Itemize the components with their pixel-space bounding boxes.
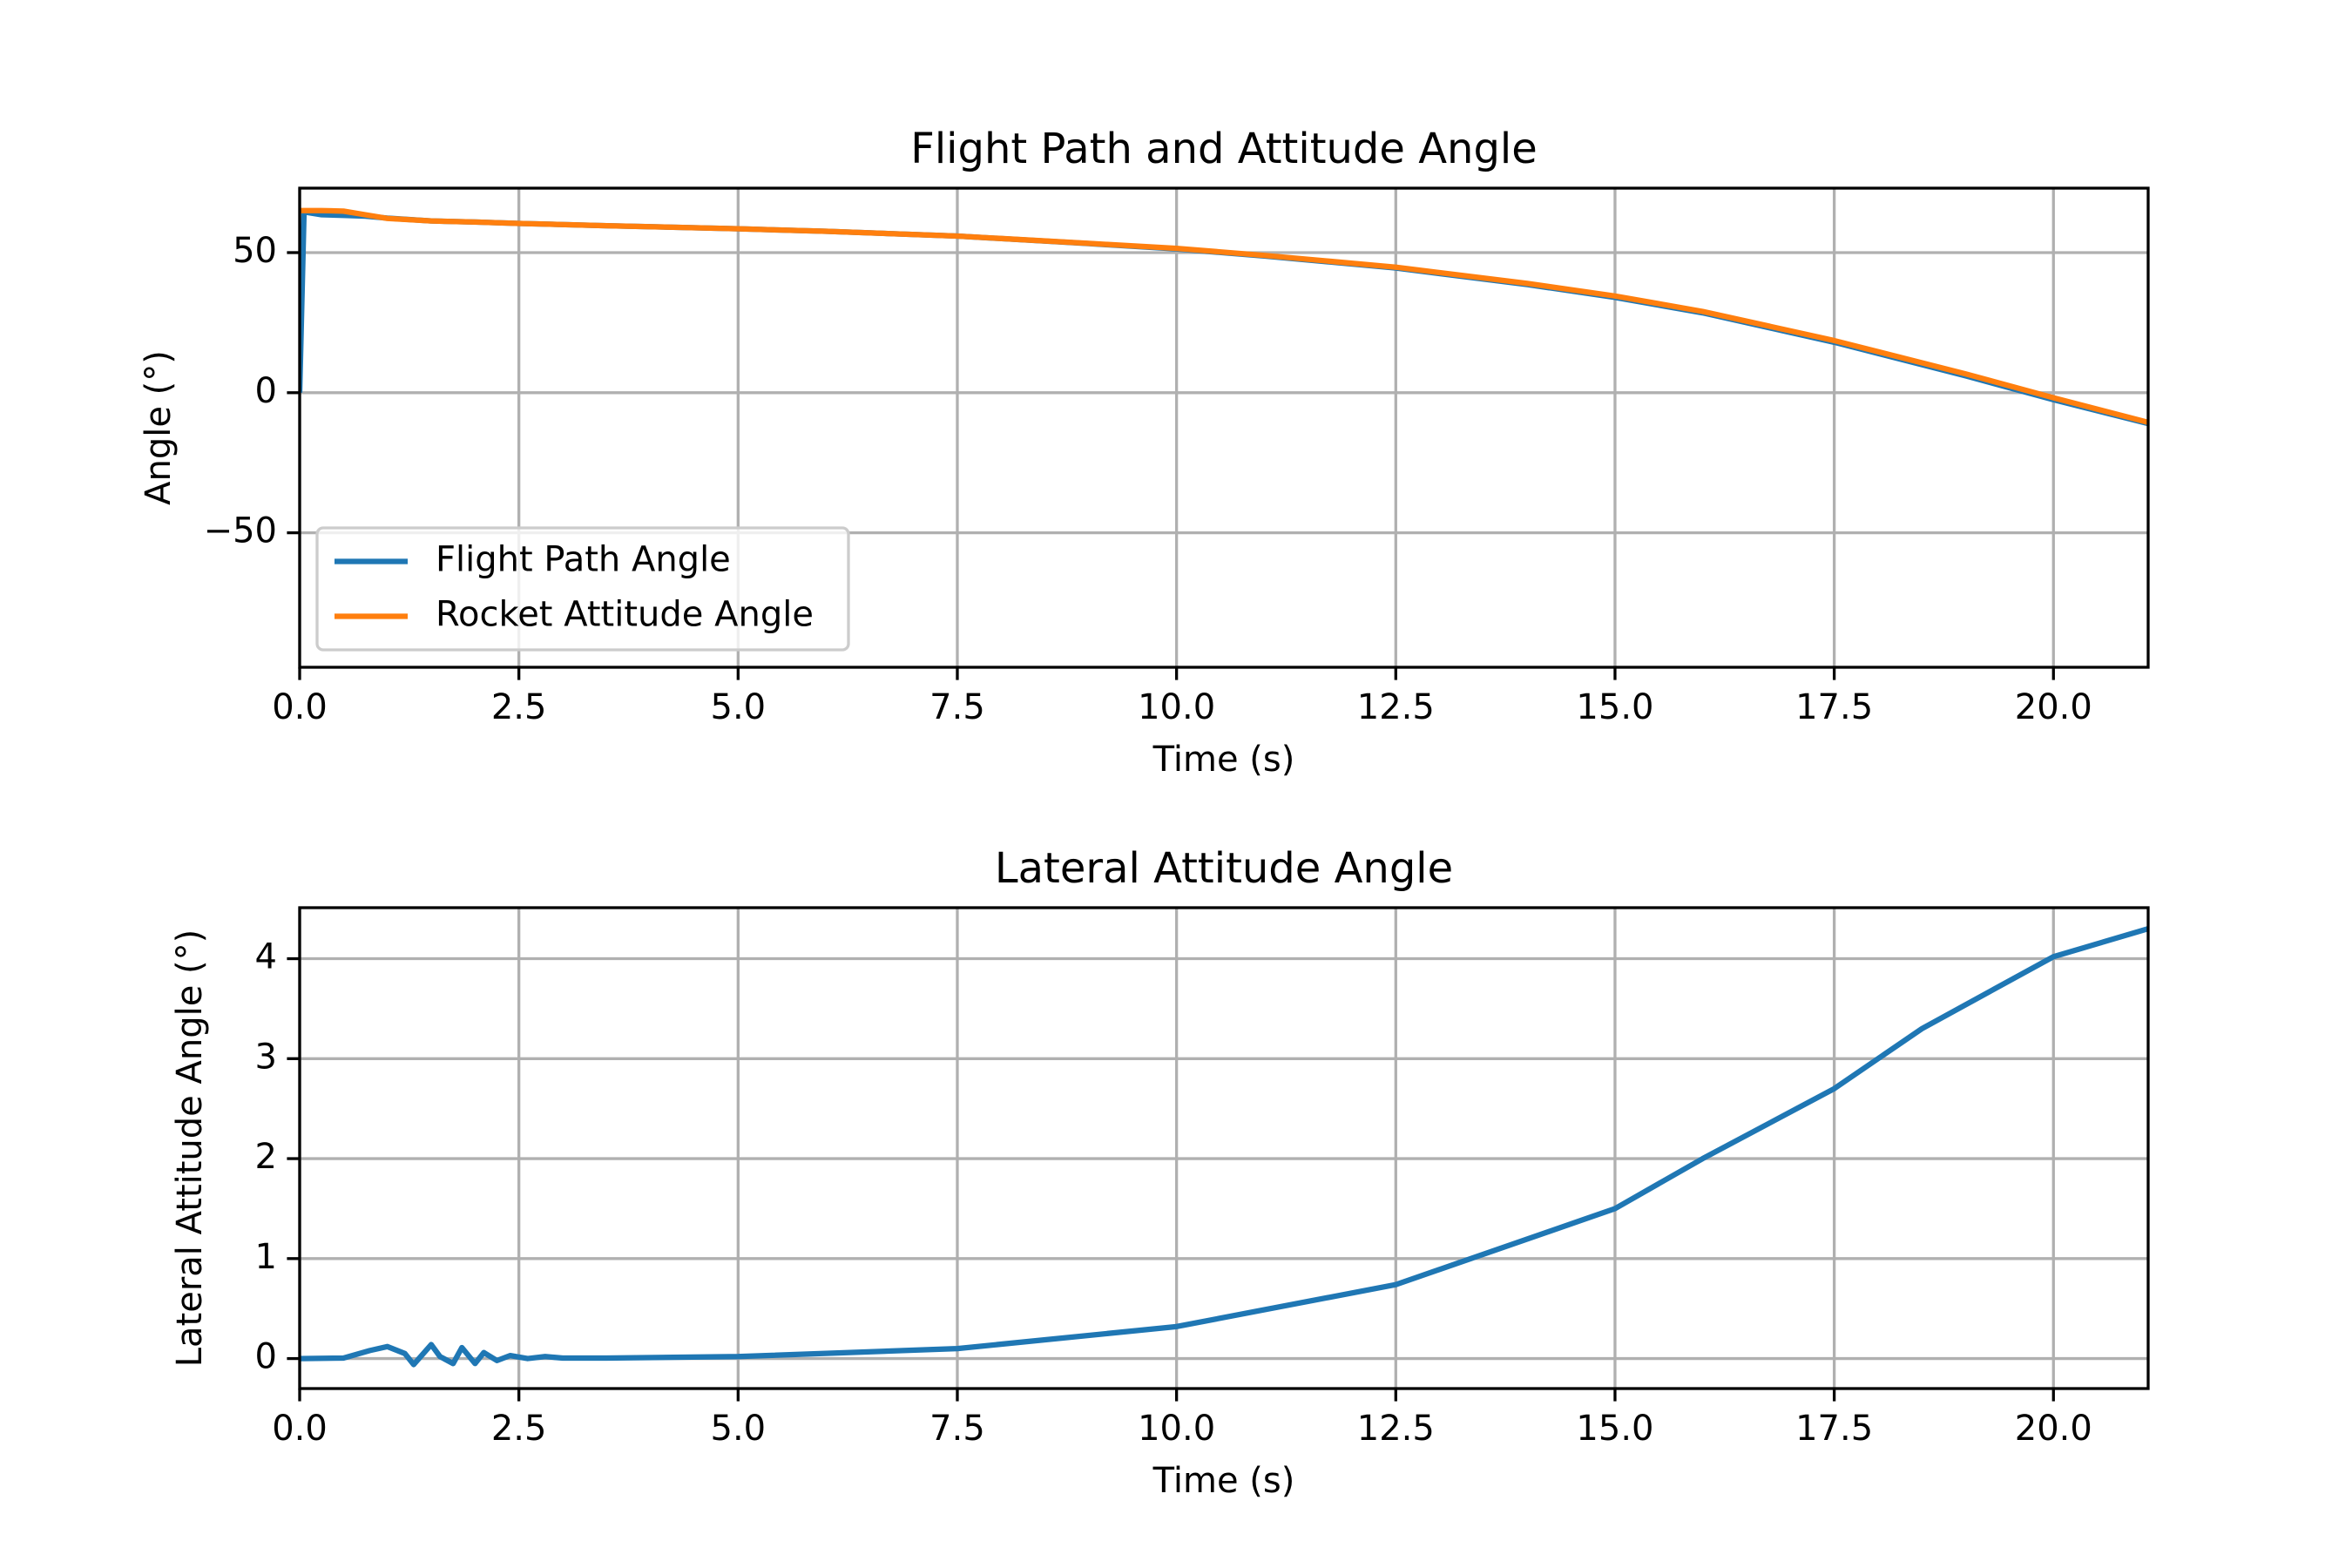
- y-tick-label: 2: [255, 1137, 277, 1177]
- legend-label: Rocket Attitude Angle: [436, 595, 814, 635]
- y-tick-label: 50: [233, 231, 277, 271]
- x-tick-label: 15.0: [1576, 687, 1653, 727]
- axes-frame: [298, 186, 2150, 669]
- x-tick-label: 10.0: [1138, 687, 1215, 727]
- y-tick-label: −50: [204, 511, 277, 551]
- y-tick-label: 0: [255, 371, 277, 411]
- x-tick-label: 15.0: [1576, 1409, 1653, 1449]
- y-axis-label: Angle (°): [139, 350, 179, 505]
- x-tick-label: 7.5: [929, 1409, 985, 1449]
- series-line: [300, 926, 2148, 1368]
- series-line: [300, 207, 2148, 425]
- x-tick-label: 17.5: [1795, 1409, 1873, 1449]
- y-tick-label: 4: [255, 937, 277, 977]
- x-axis-label: Time (s): [1152, 1461, 1295, 1501]
- x-axis-label: Time (s): [1152, 740, 1295, 780]
- x-tick-label: 7.5: [929, 687, 985, 727]
- y-tick-label: 3: [255, 1037, 277, 1077]
- axes-frame: [298, 906, 2150, 1390]
- x-tick-label: 20.0: [2015, 687, 2092, 727]
- y-tick-label: 1: [255, 1237, 277, 1277]
- x-tick-label: 0.0: [272, 1409, 328, 1449]
- x-tick-label: 2.5: [491, 1409, 547, 1449]
- x-tick-label: 5.0: [711, 687, 767, 727]
- y-axis-label: Lateral Attitude Angle (°): [170, 929, 210, 1368]
- legend-label: Flight Path Angle: [436, 540, 731, 580]
- x-tick-label: 12.5: [1357, 1409, 1435, 1449]
- x-tick-label: 0.0: [272, 687, 328, 727]
- x-tick-label: 17.5: [1795, 687, 1873, 727]
- x-tick-label: 5.0: [711, 1409, 767, 1449]
- x-tick-label: 20.0: [2015, 1409, 2092, 1449]
- x-tick-label: 12.5: [1357, 687, 1435, 727]
- y-tick-label: 0: [255, 1337, 277, 1377]
- legend-box: [315, 526, 850, 652]
- x-tick-label: 10.0: [1138, 1409, 1215, 1449]
- chart-title: Lateral Attitude Angle: [995, 844, 1453, 893]
- x-tick-label: 2.5: [491, 687, 547, 727]
- chart-title: Flight Path and Attitude Angle: [910, 125, 1538, 173]
